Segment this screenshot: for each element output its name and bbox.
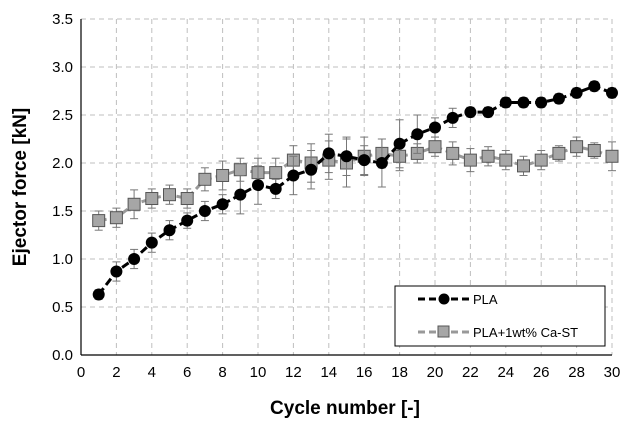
data-point: [305, 163, 318, 176]
data-point: [463, 153, 477, 167]
data-point: [110, 265, 123, 278]
axes: 0 2 4 6 8 10 12 14 16 18 20 22 24 26 28 300.00.51.01.52…: [52, 11, 620, 381]
y-tick-label: 3.0: [52, 59, 73, 76]
data-point: [216, 168, 230, 182]
y-tick-label: 2.0: [52, 155, 73, 172]
x-tick-label: 10: [250, 364, 267, 381]
x-tick-label: 20: [427, 364, 444, 381]
x-tick-label: 16: [356, 364, 373, 381]
y-axis-title: Ejector force [kN]: [10, 108, 31, 266]
data-point: [180, 192, 194, 206]
data-point: [499, 153, 513, 167]
data-point: [181, 214, 194, 227]
x-tick-label: 18: [391, 364, 408, 381]
data-point: [552, 146, 566, 160]
legend-label-pla: PLA: [473, 292, 498, 307]
x-tick-label: 0: [77, 364, 85, 381]
data-point: [605, 149, 619, 163]
data-point: [127, 197, 141, 211]
data-point: [358, 154, 371, 167]
data-point: [269, 166, 283, 180]
data-point: [287, 169, 300, 182]
data-point: [482, 106, 495, 119]
x-tick-label: 30: [604, 364, 621, 381]
y-tick-label: 3.5: [52, 11, 73, 28]
y-tick-label: 1.0: [52, 251, 73, 268]
data-point: [570, 140, 584, 154]
data-point: [145, 192, 159, 206]
data-point: [109, 211, 123, 225]
data-point: [570, 86, 583, 99]
x-tick-label: 22: [462, 364, 479, 381]
x-tick-label: 2: [112, 364, 120, 381]
data-point: [552, 92, 565, 105]
data-point: [499, 96, 512, 109]
data-point: [429, 121, 441, 134]
x-tick-label: 14: [320, 364, 337, 381]
data-point: [322, 147, 335, 160]
data-point: [198, 205, 211, 217]
data-point: [464, 106, 477, 119]
data-point: [375, 157, 388, 169]
data-point: [393, 137, 406, 150]
y-tick-label: 0.5: [52, 299, 73, 316]
x-tick-label: 26: [533, 364, 550, 381]
y-tick-label: 1.5: [52, 203, 73, 220]
legend-box: [394, 285, 606, 347]
data-point: [234, 188, 247, 201]
data-point: [233, 163, 247, 177]
data-point: [481, 149, 495, 163]
data-point: [269, 182, 282, 195]
legend-label-pla-cast: PLA+1wt% Ca-ST: [473, 325, 578, 340]
x-tick-label: 6: [183, 364, 191, 381]
series-pla: [92, 80, 618, 301]
data-point: [517, 159, 530, 173]
y-tick-label: 0.0: [52, 347, 73, 364]
data-point: [446, 146, 460, 160]
x-tick-label: 12: [285, 364, 302, 381]
data-point: [446, 111, 459, 124]
legend: PLA PLA+1wt% Ca-ST: [394, 285, 606, 347]
data-point: [252, 179, 264, 192]
series-pla-cast: [92, 136, 619, 231]
data-point: [92, 214, 106, 228]
legend-marker-pla-cast: [437, 325, 450, 338]
x-tick-label: 4: [148, 364, 156, 381]
data-point: [534, 153, 548, 167]
y-tick-label: 2.5: [52, 107, 73, 124]
data-point: [340, 150, 353, 163]
data-point: [517, 96, 530, 109]
data-point: [198, 172, 212, 186]
data-point: [163, 224, 176, 237]
data-point: [92, 288, 105, 301]
data-point: [411, 128, 424, 141]
x-tick-label: 8: [218, 364, 226, 381]
data-point: [163, 188, 176, 202]
x-tick-label: 24: [497, 364, 514, 381]
data-point: [428, 140, 442, 154]
data-point: [535, 96, 548, 109]
data-point: [128, 253, 141, 265]
data-point: [145, 236, 158, 249]
legend-marker-pla: [438, 293, 450, 305]
x-axis-title: Cycle number [-]: [270, 398, 420, 419]
data-point: [588, 80, 601, 93]
data-point: [606, 86, 618, 99]
data-point: [587, 144, 601, 158]
data-point: [216, 198, 229, 211]
x-tick-label: 28: [568, 364, 585, 381]
series-layer: [92, 80, 619, 301]
